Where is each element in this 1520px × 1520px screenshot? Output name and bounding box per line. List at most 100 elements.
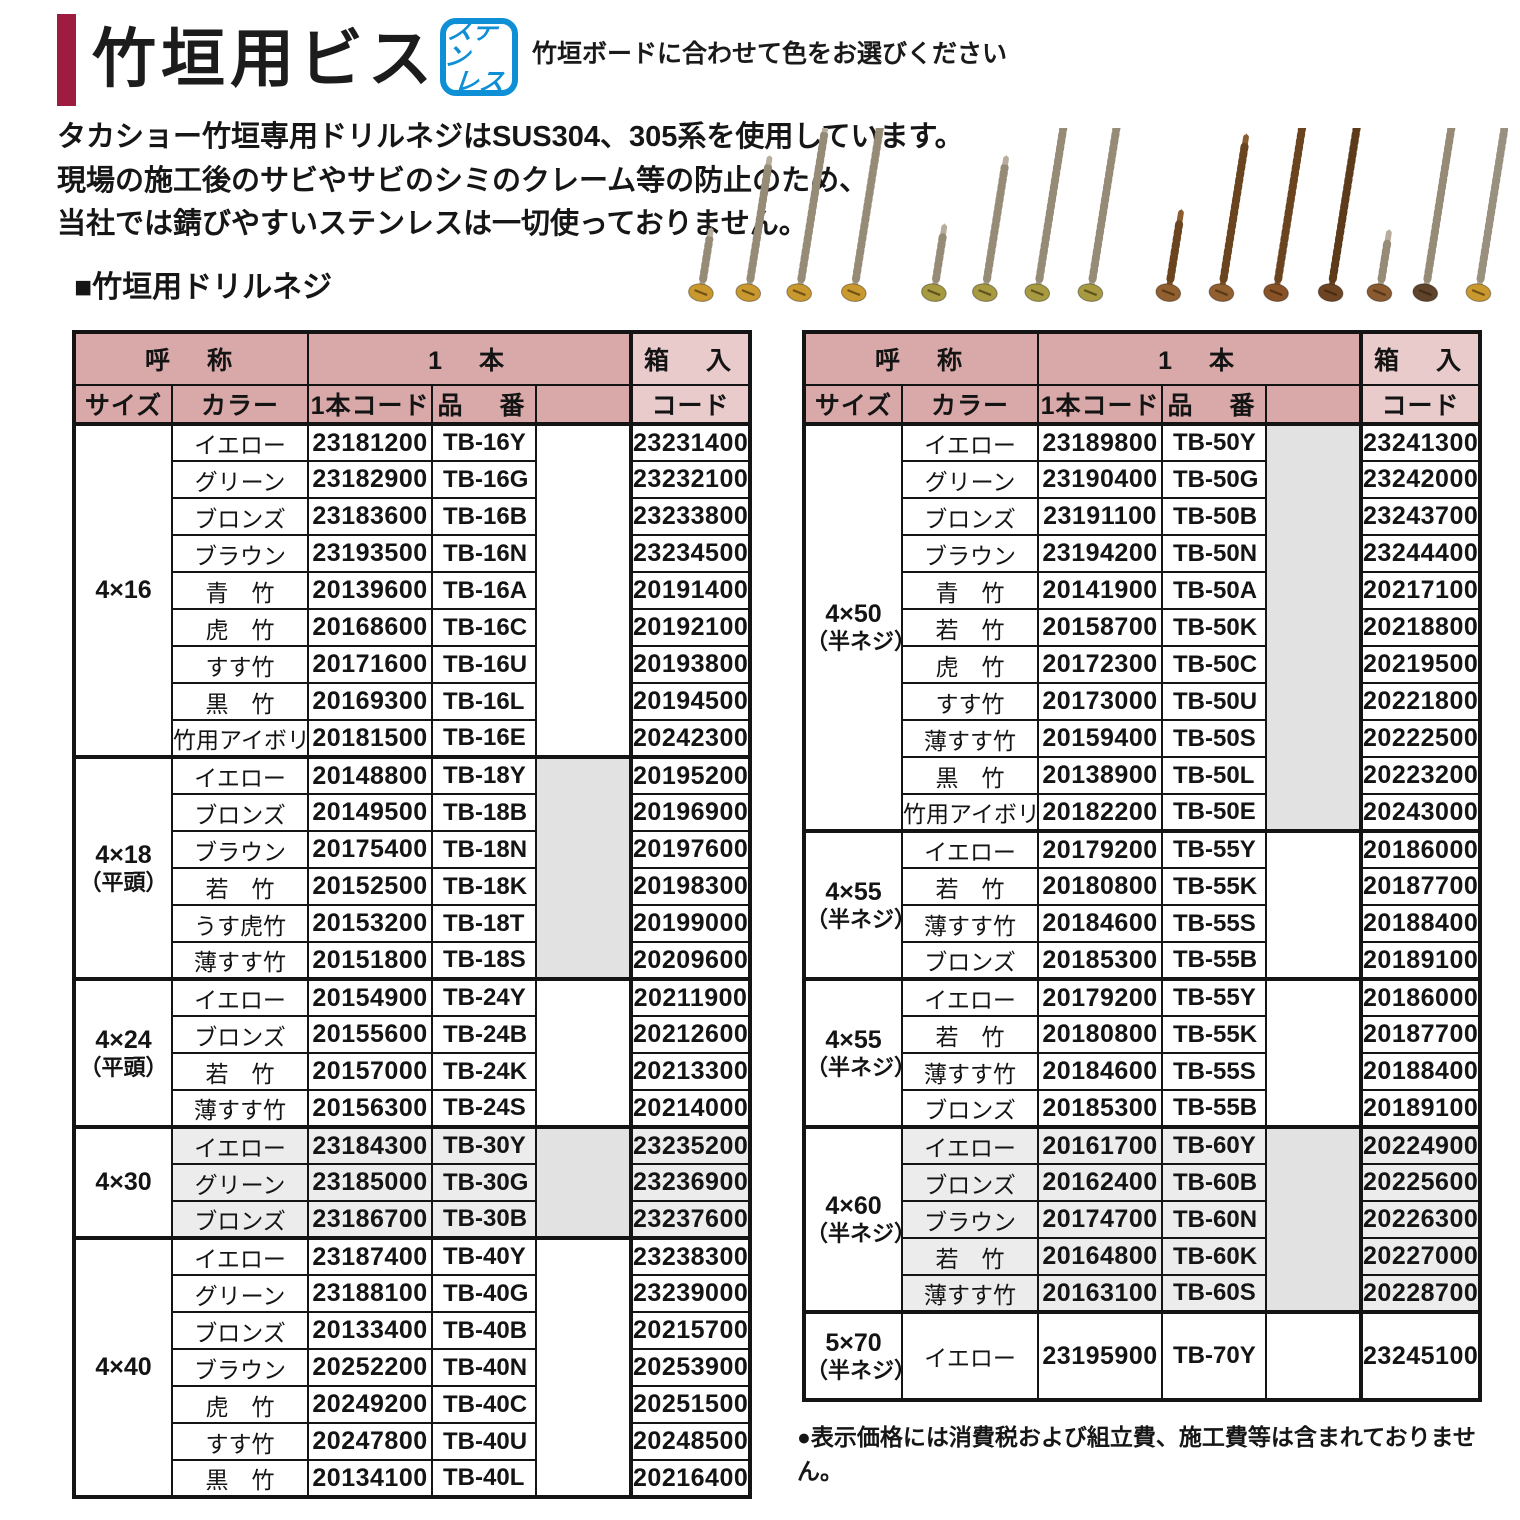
part-number-cell: TB-70Y	[1161, 1310, 1268, 1401]
one-piece-code-cell: 20158700	[1037, 608, 1164, 647]
part-number-cell: TB-50Y	[1161, 422, 1268, 462]
part-number-cell: TB-60B	[1161, 1163, 1268, 1202]
one-piece-code-cell: 23191100	[1037, 497, 1164, 536]
one-piece-code-cell: 20252200	[307, 1348, 434, 1387]
color-cell: 虎 竹	[900, 645, 1040, 684]
header-box-group: 箱 入	[629, 331, 752, 386]
table-row: ブロンズ 23183600 TB-16B 23233800	[74, 497, 752, 536]
header-name-group: 呼 称	[72, 331, 310, 386]
color-cell: ブラウン	[170, 534, 310, 573]
one-piece-code-cell: 20168600	[307, 608, 434, 647]
size-cell: 4×16	[73, 422, 173, 758]
screw	[1024, 128, 1068, 302]
box-code-cell: 20221800	[1359, 682, 1482, 721]
box-code-cell: 20191400	[629, 571, 752, 610]
table-row: 若 竹 20157000 TB-24K 20213300	[74, 1052, 752, 1091]
one-piece-code-cell: 20163100	[1037, 1274, 1164, 1313]
one-piece-code-cell: 23184300	[307, 1125, 434, 1165]
spacer-cell	[535, 1236, 633, 1498]
screw	[840, 128, 886, 302]
table-row: 青 竹 20139600 TB-16A 20191400	[74, 571, 752, 610]
color-cell: すす竹	[900, 682, 1040, 721]
one-piece-code-cell: 23186700	[307, 1200, 434, 1239]
table-row: すす竹 20247800 TB-40U 20248500	[74, 1422, 752, 1461]
one-piece-code-cell: 20152500	[307, 867, 434, 906]
part-number-cell: TB-24Y	[431, 977, 538, 1017]
box-code-cell: 20248500	[629, 1422, 752, 1461]
screw	[971, 154, 1009, 302]
color-cell: ブラウン	[170, 1348, 310, 1387]
one-piece-code-cell: 20249200	[307, 1385, 434, 1424]
color-cell: 若 竹	[900, 1237, 1040, 1276]
box-code-cell: 20222500	[1359, 719, 1482, 758]
color-cell: 青 竹	[170, 571, 310, 610]
box-code-cell: 20218800	[1359, 608, 1482, 647]
part-number-cell: TB-55Y	[1161, 829, 1268, 869]
color-cell: すす竹	[170, 1422, 310, 1461]
one-piece-code-cell: 23194200	[1037, 534, 1164, 573]
header-name-group: 呼 称	[802, 331, 1040, 386]
box-code-cell: 20187700	[1359, 1015, 1482, 1054]
one-piece-code-cell: 20172300	[1037, 645, 1164, 684]
table-row: ブロンズ 20133400 TB-40B 20215700	[74, 1311, 752, 1350]
box-code-cell: 20212600	[629, 1015, 752, 1054]
screw	[1317, 128, 1368, 302]
screw	[1366, 228, 1393, 302]
part-number-cell: TB-50U	[1161, 682, 1268, 721]
table-row: 薄すす竹 20151800 TB-18S 20209600	[74, 941, 752, 980]
header-size: サイズ	[803, 384, 903, 425]
section-heading: ■竹垣用ドリルネジ	[74, 271, 333, 304]
box-code-cell: 23237600	[629, 1200, 752, 1239]
color-cell: 黒 竹	[170, 682, 310, 721]
one-piece-code-cell: 20141900	[1037, 571, 1164, 610]
color-cell: イエロー	[170, 1125, 310, 1165]
color-selection-note: 竹垣ボードに合わせて色をお選びください	[532, 40, 1008, 68]
table-row: 虎 竹 20249200 TB-40C 20251500	[74, 1385, 752, 1424]
box-code-cell: 20195200	[629, 755, 752, 795]
spacer-cell	[1265, 422, 1363, 832]
part-number-cell: TB-40G	[431, 1274, 538, 1313]
one-piece-code-cell: 20247800	[307, 1422, 434, 1461]
one-piece-code-cell: 20154900	[307, 977, 434, 1017]
stainless-badge-line1: ステン	[443, 16, 499, 71]
part-number-cell: TB-55B	[1161, 941, 1268, 980]
drill-screw-table-right: 呼 称 1 本 箱 入 サイズ カラー 1本コード 品 番 コード 4×50 （半…	[802, 330, 1483, 1402]
color-cell: 薄すす竹	[900, 904, 1040, 943]
color-cell: ブロンズ	[900, 497, 1040, 536]
box-code-cell: 20213300	[629, 1052, 752, 1091]
part-number-cell: TB-16E	[431, 719, 538, 758]
one-piece-code-cell: 23188100	[307, 1274, 434, 1313]
one-piece-code-cell: 20138900	[1037, 756, 1164, 795]
part-number-cell: TB-18T	[431, 904, 538, 943]
color-cell: グリーン	[170, 460, 310, 499]
one-piece-code-cell: 20133400	[307, 1311, 434, 1350]
part-number-cell: TB-60Y	[1161, 1125, 1268, 1165]
part-number-cell: TB-16B	[431, 497, 538, 536]
size-cell: 4×30	[73, 1125, 173, 1239]
box-code-cell: 20189100	[1359, 1089, 1482, 1128]
box-code-cell: 20198300	[629, 867, 752, 906]
box-code-cell: 20188400	[1359, 904, 1482, 943]
size-cell: 4×18 （平頭）	[73, 755, 173, 980]
one-piece-code-cell: 23187400	[307, 1236, 434, 1276]
part-number-cell: TB-50N	[1161, 534, 1268, 573]
product-description: タカショー竹垣専用ドリルネジはSUS304、305系を使用しています。 現場の施…	[57, 116, 964, 247]
one-piece-code-cell: 20148800	[307, 755, 434, 795]
color-cell: 黒 竹	[170, 1459, 310, 1498]
one-piece-code-cell: 23182900	[307, 460, 434, 499]
header-box-code: コード	[1359, 384, 1482, 425]
color-cell: ブロンズ	[900, 941, 1040, 980]
part-number-cell: TB-16A	[431, 571, 538, 610]
header-spacer	[1265, 384, 1363, 425]
color-cell: すす竹	[170, 645, 310, 684]
part-number-cell: TB-50L	[1161, 756, 1268, 795]
one-piece-code-cell: 23193500	[307, 534, 434, 573]
title-accent-bar	[57, 14, 76, 106]
color-cell: ブラウン	[900, 1200, 1040, 1239]
screw	[1077, 128, 1125, 302]
table-row: 黒 竹 20169300 TB-16L 20194500	[74, 682, 752, 721]
box-code-cell: 23243700	[1359, 497, 1482, 536]
color-cell: 竹用アイボリー	[170, 719, 310, 758]
screw	[1412, 128, 1462, 302]
